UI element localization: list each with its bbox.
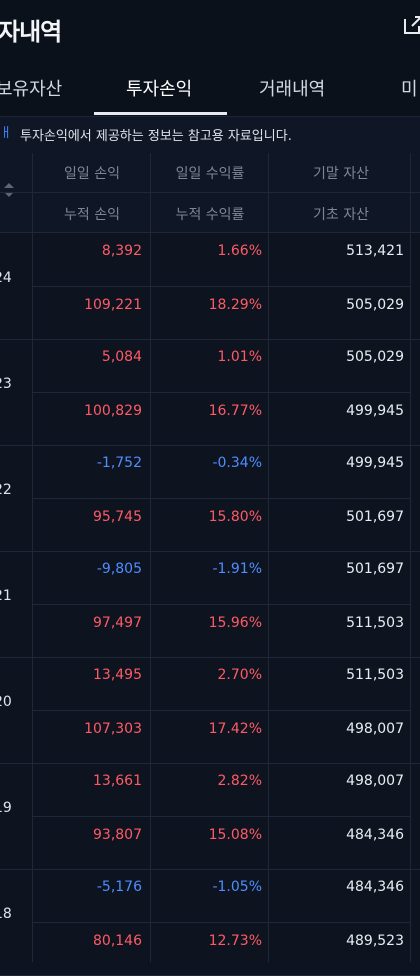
daily-pnl-cell: 13,495 xyxy=(93,667,142,683)
table-row[interactable]: 24 8,392 1.66% 513,421 109,221 18.29% 505,029 xyxy=(0,233,420,340)
row-date: 24 xyxy=(0,270,12,286)
cum-pnl-cell: 107,303 xyxy=(84,721,142,737)
cum-pnl-cell: 97,497 xyxy=(93,615,142,631)
row-date: 21 xyxy=(0,588,12,604)
begin-asset-cell: 499,945 xyxy=(346,403,404,419)
row-divider xyxy=(32,604,410,605)
group-divider xyxy=(0,339,420,340)
header-end-asset[interactable]: 기말 자산 xyxy=(313,166,369,182)
row-date: 20 xyxy=(0,694,12,710)
daily-pnl-cell: -9,805 xyxy=(96,561,142,577)
cum-rate-cell: 17.42% xyxy=(208,721,262,737)
daily-pnl-cell: 13,661 xyxy=(93,773,142,789)
cum-pnl-cell: 95,745 xyxy=(93,509,142,525)
end-asset-cell: 484,346 xyxy=(346,879,404,895)
end-asset-cell: 501,697 xyxy=(346,561,404,577)
daily-rate-cell: -1.91% xyxy=(212,561,262,577)
sort-icon[interactable] xyxy=(2,181,16,199)
table-row[interactable]: 21 -9,805 -1.91% 501,697 97,497 15.96% 511,503 xyxy=(0,551,420,658)
row-divider xyxy=(32,816,410,817)
row-divider xyxy=(32,392,410,393)
tab-more[interactable]: 미 xyxy=(401,79,418,100)
cum-pnl-cell: 80,146 xyxy=(93,933,142,949)
column-divider xyxy=(32,153,33,962)
row-divider xyxy=(32,286,410,287)
app-header: 자내역 xyxy=(0,0,420,58)
daily-rate-cell: 1.01% xyxy=(217,349,262,365)
external-link-icon[interactable] xyxy=(402,14,420,36)
tab-investment-pnl[interactable]: 투자손익 xyxy=(126,79,193,100)
row-divider xyxy=(32,922,410,923)
header-bottom-divider xyxy=(0,232,420,233)
table-row[interactable]: 23 5,084 1.01% 505,029 100,829 16.77% 499,945 xyxy=(0,339,420,446)
daily-rate-cell: 2.82% xyxy=(217,773,262,789)
row-date: 19 xyxy=(0,800,12,816)
end-asset-cell: 499,945 xyxy=(346,455,404,471)
row-date: 23 xyxy=(0,376,12,392)
tab-transactions[interactable]: 거래내역 xyxy=(259,79,326,100)
cum-pnl-cell: 93,807 xyxy=(93,827,142,843)
header-cum-rate[interactable]: 누적 수익률 xyxy=(175,207,245,223)
group-divider xyxy=(0,869,420,870)
end-asset-cell: 498,007 xyxy=(346,773,404,789)
column-divider xyxy=(410,153,411,962)
tab-bar: 보유자산 투자손익 거래내역 미 xyxy=(0,58,420,117)
header-begin-asset[interactable]: 기초 자산 xyxy=(313,207,369,223)
table-row[interactable]: 18 -5,176 -1.05% 484,346 80,146 12.73% 489,523 xyxy=(0,869,420,976)
row-date: 22 xyxy=(0,482,12,498)
active-tab-indicator xyxy=(94,112,227,115)
header-divider xyxy=(0,192,420,193)
begin-asset-cell: 484,346 xyxy=(346,827,404,843)
group-divider xyxy=(0,551,420,552)
daily-rate-cell: -1.05% xyxy=(212,879,262,895)
begin-asset-cell: 489,523 xyxy=(346,933,404,949)
page-title: 자내역 xyxy=(0,18,62,46)
notice-banner: ㅐ 투자손익에서 제공하는 정보는 참고용 자료입니다. xyxy=(0,117,420,154)
cum-rate-cell: 15.08% xyxy=(208,827,262,843)
group-divider xyxy=(0,657,420,658)
daily-pnl-cell: -1,752 xyxy=(96,455,142,471)
daily-pnl-cell: 8,392 xyxy=(101,243,142,259)
end-asset-cell: 505,029 xyxy=(346,349,404,365)
cum-pnl-cell: 109,221 xyxy=(84,297,142,313)
group-divider xyxy=(0,763,420,764)
cum-rate-cell: 16.77% xyxy=(208,403,262,419)
notice-text: 투자손익에서 제공하는 정보는 참고용 자료입니다. xyxy=(20,129,292,144)
cum-rate-cell: 15.80% xyxy=(208,509,262,525)
begin-asset-cell: 501,697 xyxy=(346,509,404,525)
daily-rate-cell: -0.34% xyxy=(212,455,262,471)
header-daily-rate[interactable]: 일일 수익률 xyxy=(175,166,245,182)
begin-asset-cell: 498,007 xyxy=(346,721,404,737)
cum-rate-cell: 15.96% xyxy=(208,615,262,631)
header-daily-pnl[interactable]: 일일 손익 xyxy=(64,166,120,182)
end-asset-cell: 513,421 xyxy=(346,243,404,259)
daily-pnl-cell: -5,176 xyxy=(96,879,142,895)
column-divider xyxy=(268,153,269,962)
tab-holdings[interactable]: 보유자산 xyxy=(0,79,63,100)
table-row[interactable]: 22 -1,752 -0.34% 499,945 95,745 15.80% 501,697 xyxy=(0,445,420,552)
table-row[interactable]: 20 13,495 2.70% 511,503 107,303 17.42% 498,007 xyxy=(0,657,420,764)
daily-rate-cell: 1.66% xyxy=(217,243,262,259)
header-cum-pnl[interactable]: 누적 손익 xyxy=(64,207,120,223)
row-divider xyxy=(32,498,410,499)
cum-rate-cell: 18.29% xyxy=(208,297,262,313)
daily-pnl-cell: 5,084 xyxy=(101,349,142,365)
notice-marker: ㅐ xyxy=(0,126,12,141)
table-row[interactable]: 19 13,661 2.82% 498,007 93,807 15.08% 484,346 xyxy=(0,763,420,870)
row-divider xyxy=(32,710,410,711)
column-divider xyxy=(150,153,151,962)
cum-rate-cell: 12.73% xyxy=(208,933,262,949)
row-date: 18 xyxy=(0,906,12,922)
daily-rate-cell: 2.70% xyxy=(217,667,262,683)
begin-asset-cell: 505,029 xyxy=(346,297,404,313)
cum-pnl-cell: 100,829 xyxy=(84,403,142,419)
group-divider xyxy=(0,445,420,446)
end-asset-cell: 511,503 xyxy=(346,667,404,683)
begin-asset-cell: 511,503 xyxy=(346,615,404,631)
